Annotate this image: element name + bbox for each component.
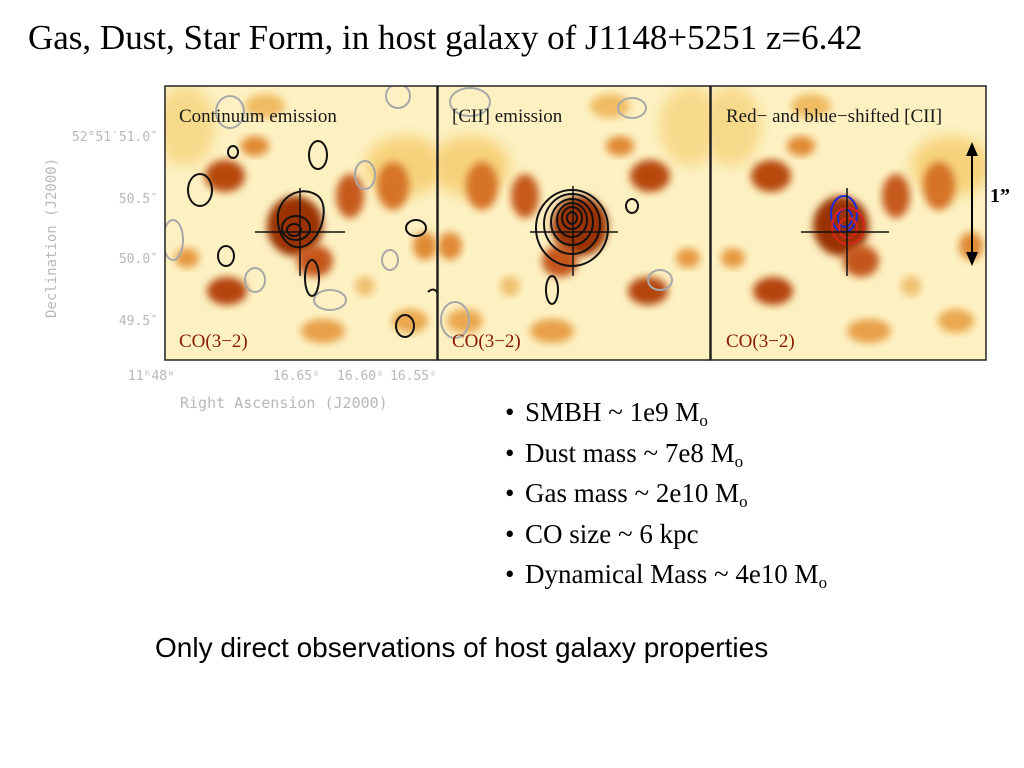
y-tick-label: 50.5″: [119, 192, 158, 207]
y-tick-label: 50.0″: [119, 252, 158, 267]
panel-2-tracer: CO(3−2): [452, 331, 521, 352]
panel-1-tracer: CO(3−2): [179, 331, 248, 352]
bullet-icon: •: [505, 437, 515, 468]
panel-cii: [430, 86, 720, 360]
slide-caption: Only direct observations of host galaxy …: [155, 632, 769, 663]
y-tick-label: 49.5″: [119, 314, 158, 329]
bullet-text: Gas mass ~ 2e10 M: [525, 478, 740, 508]
co-cii-figure: Continuum emission [CII] emission Red− a…: [44, 85, 1010, 412]
bullet-subscript: o: [818, 573, 828, 592]
bullet-icon: •: [505, 518, 515, 549]
panel-3-tracer: CO(3−2): [726, 331, 795, 352]
bullet-icon: •: [505, 478, 515, 508]
panel-2-label: [CII] emission: [452, 106, 563, 127]
x-tick-label: 16.65ˢ: [273, 369, 320, 384]
x-tick-label: 11ʰ48ᵐ: [128, 369, 175, 384]
y-tick-label: 52°51′51.0″: [72, 130, 158, 145]
y-axis-label: Declination (J2000): [44, 158, 60, 318]
bullet-text: Dynamical Mass ~ 4e10 M: [525, 559, 819, 589]
bullet-subscript: o: [699, 411, 708, 430]
properties-list: • SMBH ~ 1e9 Mo • Dust mass ~ 7e8 Mo • Gas …: [505, 392, 827, 595]
bullet-subscript: o: [734, 451, 744, 471]
list-item: • Gas mass ~ 2e10 Mo: [505, 473, 827, 514]
x-tick-label: 16.60ˢ: [337, 369, 384, 384]
scale-bar-label: 1”: [990, 185, 1010, 207]
list-item: • CO size ~ 6 kpc: [505, 514, 827, 555]
scale-bar: [966, 142, 978, 266]
bullet-icon: •: [505, 397, 515, 427]
bullet-icon: •: [505, 559, 515, 589]
bullet-text: SMBH ~ 1e9 M: [525, 397, 700, 427]
list-item: • SMBH ~ 1e9 Mo: [505, 392, 827, 433]
x-tick-label: 16.55ˢ: [390, 369, 437, 384]
list-item: • Dust mass ~ 7e8 Mo: [505, 433, 827, 474]
list-item: • Dynamical Mass ~ 4e10 Mo: [505, 554, 827, 595]
x-axis-label: Right Ascension (J2000): [180, 394, 388, 412]
slide-title: Gas, Dust, Star Form, in host galaxy of …: [28, 18, 863, 57]
panel-continuum: [165, 86, 437, 360]
bullet-text: CO size ~ 6 kpc: [525, 518, 699, 549]
panel-3-label: Red− and blue−shifted [CII]: [726, 106, 942, 127]
panel-red-blue-cii: [701, 86, 991, 360]
bullet-text: Dust mass ~ 7e8 M: [525, 437, 735, 468]
panel-1-label: Continuum emission: [179, 106, 337, 127]
bullet-subscript: o: [739, 492, 748, 511]
